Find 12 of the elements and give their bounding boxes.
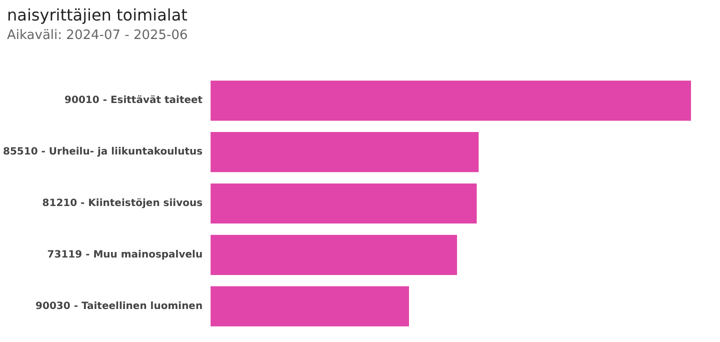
bar — [210, 80, 691, 121]
y-tick-label: 81210 - Kiinteistöjen siivous — [42, 198, 203, 209]
bar — [210, 183, 477, 224]
y-tick-label: 73119 - Muu mainospalvelu — [47, 249, 203, 260]
chart-title: naisyrittäjien toimialat — [7, 6, 188, 24]
text: Aikaväli: 2024-07 - 2025-06 — [7, 28, 188, 43]
bar — [210, 132, 479, 172]
y-tick-label: 90030 - Taiteellinen luominen — [36, 300, 203, 312]
y-tick-label: 90010 - Esittävät taiteet — [64, 95, 203, 106]
bar — [210, 286, 409, 326]
bar — [210, 234, 458, 275]
y-tick-label: 85510 - Urheilu- ja liikuntakoulutus — [2, 146, 203, 158]
